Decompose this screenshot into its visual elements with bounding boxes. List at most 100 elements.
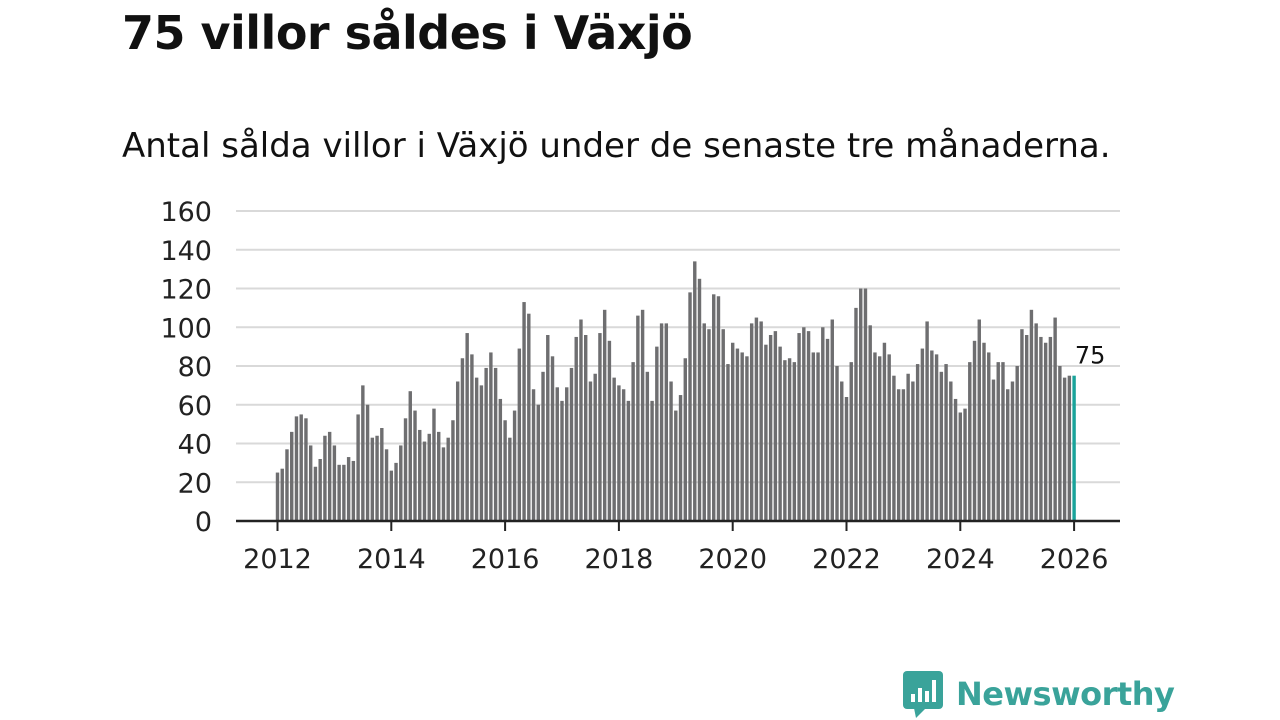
bar: [768, 335, 773, 521]
newsworthy-logo-icon: [903, 671, 943, 718]
bar: [1020, 329, 1024, 521]
bar: [512, 410, 517, 521]
bar: [930, 350, 934, 521]
bar: [574, 336, 578, 521]
bar: [674, 410, 678, 521]
x-tick-label: 2026: [1040, 544, 1109, 575]
y-tick-label: 20: [178, 468, 212, 499]
bar: [332, 445, 337, 521]
bar: [451, 420, 455, 521]
bar: [802, 327, 806, 521]
bar: [498, 398, 503, 521]
bar: [816, 352, 820, 521]
bar: [697, 278, 702, 521]
bar: [659, 323, 664, 521]
bar: [337, 464, 341, 521]
bar: [934, 354, 939, 521]
x-tick-label: 2020: [698, 544, 767, 575]
bar: [280, 468, 284, 521]
bar: [968, 362, 972, 521]
bar: [384, 449, 389, 521]
bar: [982, 342, 986, 521]
bar: [678, 395, 683, 521]
bar: [1053, 317, 1057, 521]
bar: [721, 329, 725, 521]
bar: [308, 445, 313, 521]
bar: [811, 352, 816, 521]
bar: [854, 307, 858, 521]
bar: [915, 364, 920, 521]
bar: [361, 385, 365, 521]
bar: [783, 360, 787, 521]
bar: [655, 346, 659, 521]
x-tick-label: 2014: [357, 544, 426, 575]
bar: [683, 358, 687, 521]
bar: [996, 362, 1000, 521]
bar: [389, 470, 394, 521]
bar: [508, 437, 512, 521]
bar: [275, 472, 280, 521]
bar: [977, 319, 981, 521]
bar: [593, 373, 597, 521]
y-tick-label: 100: [160, 313, 212, 344]
bar: [830, 319, 834, 521]
bar: [294, 416, 299, 521]
bar: [896, 389, 901, 521]
bar: [602, 309, 607, 521]
bar: [958, 412, 963, 521]
bar: [541, 371, 545, 521]
y-tick-label: 60: [178, 391, 212, 422]
bar: [299, 414, 303, 521]
bar: [370, 437, 375, 521]
bar: [465, 333, 469, 521]
bar: [313, 466, 318, 521]
bar: [394, 462, 398, 521]
bar: [849, 362, 853, 521]
bar: [546, 335, 550, 521]
bar: [693, 261, 697, 521]
bar: [702, 323, 706, 521]
bar: [550, 356, 555, 521]
bar: [1048, 336, 1053, 521]
bar: [427, 433, 431, 521]
brand-name: Newsworthy: [956, 675, 1175, 713]
y-tick-label: 140: [160, 236, 212, 267]
bar: [413, 410, 417, 521]
bar: [792, 362, 797, 521]
bar: [617, 385, 621, 521]
bar: [764, 344, 768, 521]
bar: [1010, 381, 1015, 521]
bar: [806, 331, 811, 521]
bar: [636, 315, 640, 521]
bar: [285, 449, 289, 521]
x-tick-label: 2022: [812, 544, 881, 575]
bar: [726, 364, 730, 521]
bar: [669, 381, 673, 521]
bar: [877, 356, 882, 521]
bar: [569, 367, 574, 521]
bar: [754, 317, 759, 521]
bar: [840, 381, 844, 521]
bar: [399, 445, 403, 521]
bar: [906, 373, 910, 521]
bar: [664, 323, 669, 521]
bar: [987, 352, 991, 521]
bar: [555, 387, 559, 521]
bar: [949, 381, 953, 521]
bar: [911, 381, 915, 521]
bar: [432, 408, 436, 521]
x-tick-label: 2018: [585, 544, 654, 575]
bar: [327, 431, 332, 521]
bar: [745, 356, 749, 521]
bar: [318, 459, 322, 521]
bar: [418, 429, 422, 521]
y-tick-label: 40: [178, 430, 212, 461]
bar: [887, 354, 891, 521]
bar: [1034, 323, 1038, 521]
y-tick-label: 160: [160, 197, 212, 228]
bar: [688, 292, 692, 521]
bar: [607, 340, 612, 521]
bar: [304, 418, 308, 521]
highlight-data-label: 75: [1075, 342, 1106, 370]
bar: [588, 381, 593, 521]
